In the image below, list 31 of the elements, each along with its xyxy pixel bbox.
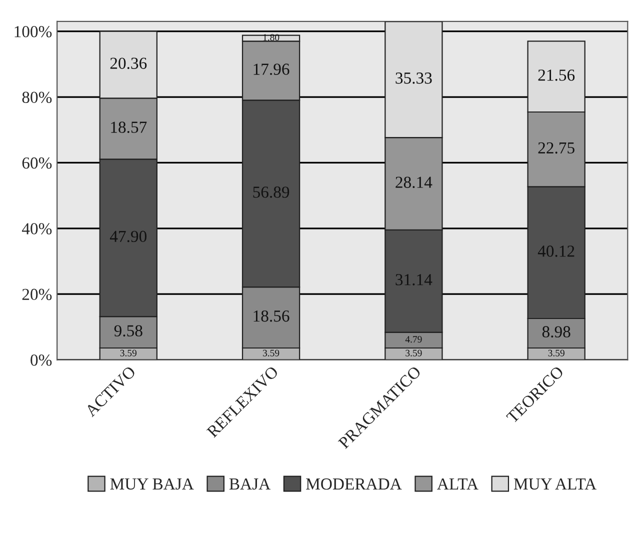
data-label: 3.59 <box>262 350 280 356</box>
data-label: 56.89 <box>253 186 290 198</box>
y-tick-label: 60% <box>22 157 52 169</box>
y-tick-label: 80% <box>22 92 52 104</box>
data-label: 3.59 <box>548 350 564 356</box>
legend-label: ALTA <box>437 478 478 490</box>
data-label: 8.98 <box>542 326 570 338</box>
data-label: 35.33 <box>396 72 432 84</box>
data-label: 3.59 <box>406 350 422 356</box>
legend-label: BAJA <box>229 478 270 490</box>
y-tick-label: 0% <box>30 354 52 366</box>
data-label: 17.96 <box>254 64 290 75</box>
data-label: 22.75 <box>538 142 574 154</box>
data-label: 3.59 <box>120 350 136 356</box>
data-label: 31.14 <box>396 274 432 286</box>
data-label: 18.57 <box>111 122 147 133</box>
data-label: 20.36 <box>110 58 147 70</box>
data-label: 1.80 <box>263 34 280 41</box>
legend-label: MUY ALTA <box>514 478 596 490</box>
data-label: 40.12 <box>538 246 574 257</box>
data-label: 9.58 <box>114 325 142 337</box>
y-tick-label: 40% <box>22 223 52 234</box>
data-label: 4.79 <box>405 336 422 343</box>
y-tick-label: 20% <box>22 288 52 300</box>
data-label: 18.56 <box>254 310 290 322</box>
data-label: 47.90 <box>110 230 146 242</box>
legend-label: MODERADA <box>306 478 402 490</box>
data-label: 21.56 <box>538 70 575 81</box>
data-label: 28.14 <box>396 176 432 188</box>
legend-label: MUY BAJA <box>110 478 194 490</box>
y-tick-label: 100% <box>14 26 52 38</box>
